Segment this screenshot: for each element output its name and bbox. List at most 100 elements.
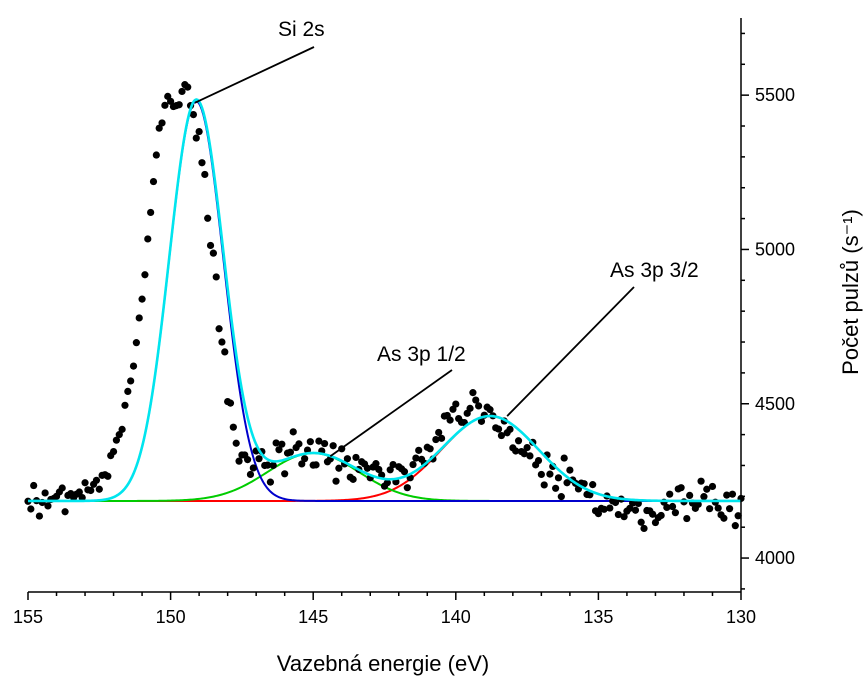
data-point [714, 504, 722, 512]
data-point [700, 493, 708, 501]
y-tick-label: 5000 [755, 239, 795, 259]
data-point [158, 119, 166, 127]
x-tick-label: 135 [583, 607, 613, 627]
data-point [375, 465, 383, 474]
data-point [124, 387, 132, 396]
data-point [178, 87, 186, 96]
data-point [663, 503, 671, 512]
data-point [189, 110, 198, 119]
data-point [141, 271, 149, 279]
annotations: Si 2s As 3p 1/2 As 3p 3/2 [194, 18, 699, 457]
data-point [472, 396, 480, 404]
data-point [92, 476, 101, 484]
y-tick-label: 5500 [755, 85, 795, 105]
data-point [449, 405, 457, 413]
data-point [594, 510, 603, 518]
data-point [263, 461, 272, 469]
data-point [138, 295, 146, 303]
data-point [229, 423, 237, 431]
data-point [121, 401, 129, 409]
annotation-leader-3 [506, 286, 635, 417]
data-point [640, 524, 648, 533]
data-point [343, 455, 352, 463]
data-point [694, 500, 702, 508]
data-point [526, 452, 534, 460]
data-point [167, 97, 175, 105]
data-point [389, 460, 397, 469]
data-point [734, 512, 742, 520]
data-point [523, 443, 531, 452]
data-point [275, 446, 283, 454]
data-point [466, 404, 474, 412]
data-point [671, 509, 680, 517]
data-point [301, 455, 309, 463]
data-point [437, 434, 446, 442]
data-point [149, 177, 158, 186]
data-point [198, 159, 206, 167]
data-point [209, 249, 217, 257]
data-point [87, 486, 95, 495]
data-point [127, 377, 135, 385]
annotation-label-3: As 3p 3/2 [610, 259, 699, 282]
x-tick-label: 150 [156, 607, 186, 627]
data-point [249, 464, 257, 472]
data-point [725, 505, 734, 513]
data-point [723, 491, 731, 499]
data-point [383, 479, 391, 487]
x-tick-label: 130 [726, 607, 756, 627]
data-point [686, 491, 694, 500]
data-point [155, 124, 163, 132]
data-point [697, 477, 705, 485]
data-point [272, 439, 280, 447]
data-point [586, 491, 594, 499]
data-point [109, 447, 118, 456]
data-point [278, 440, 286, 448]
data-point [497, 431, 506, 440]
annotation-label-2: As 3p 1/2 [377, 343, 466, 366]
data-point [192, 134, 200, 142]
data-point [506, 425, 514, 433]
data-point [35, 512, 44, 520]
data-point [306, 438, 314, 446]
data-point [132, 339, 140, 347]
data-point [255, 455, 263, 463]
y-tick-label: 4500 [755, 394, 795, 414]
data-point [634, 499, 642, 508]
data-point [537, 470, 545, 479]
plot-area [24, 81, 745, 533]
data-point [295, 440, 303, 448]
data-point [728, 490, 737, 498]
data-point [206, 241, 215, 250]
data-point [514, 437, 523, 445]
data-point [81, 479, 89, 487]
data-point [648, 510, 657, 518]
data-point [95, 485, 103, 493]
data-point [657, 511, 665, 520]
data-point [44, 502, 52, 510]
data-point [41, 489, 49, 497]
y-axis: 4000 4500 5000 5500 [740, 18, 795, 592]
data-point [235, 457, 243, 465]
data-point [152, 151, 160, 159]
data-point [129, 362, 138, 370]
data-point [563, 479, 571, 487]
y-tick-label: 4000 [755, 548, 795, 568]
data-point [329, 442, 337, 450]
data-point [244, 456, 252, 464]
data-point [118, 425, 126, 433]
data-point [335, 464, 343, 472]
data-point [631, 506, 640, 514]
data-point [104, 472, 112, 480]
data-point [540, 481, 548, 489]
data-point [557, 493, 565, 501]
data-point [706, 505, 714, 513]
data-point [352, 453, 360, 462]
data-point [226, 399, 235, 407]
data-point [566, 466, 574, 474]
data-point [475, 402, 483, 410]
data-point [580, 480, 588, 488]
x-axis: 155 150 145 140 135 130 [13, 591, 756, 627]
data-point [611, 498, 620, 507]
x-tick-label: 155 [13, 607, 43, 627]
data-point [315, 437, 323, 445]
